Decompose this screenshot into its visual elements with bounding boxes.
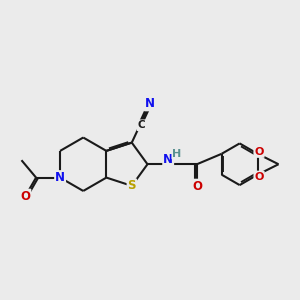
Text: H: H bbox=[172, 148, 182, 159]
Text: N: N bbox=[163, 153, 173, 166]
Text: O: O bbox=[254, 172, 264, 182]
Text: N: N bbox=[145, 98, 155, 110]
Text: O: O bbox=[192, 180, 202, 193]
Text: S: S bbox=[128, 179, 136, 192]
Text: C: C bbox=[138, 120, 145, 130]
Text: O: O bbox=[20, 190, 30, 202]
Text: O: O bbox=[254, 147, 264, 157]
Text: N: N bbox=[55, 171, 65, 184]
